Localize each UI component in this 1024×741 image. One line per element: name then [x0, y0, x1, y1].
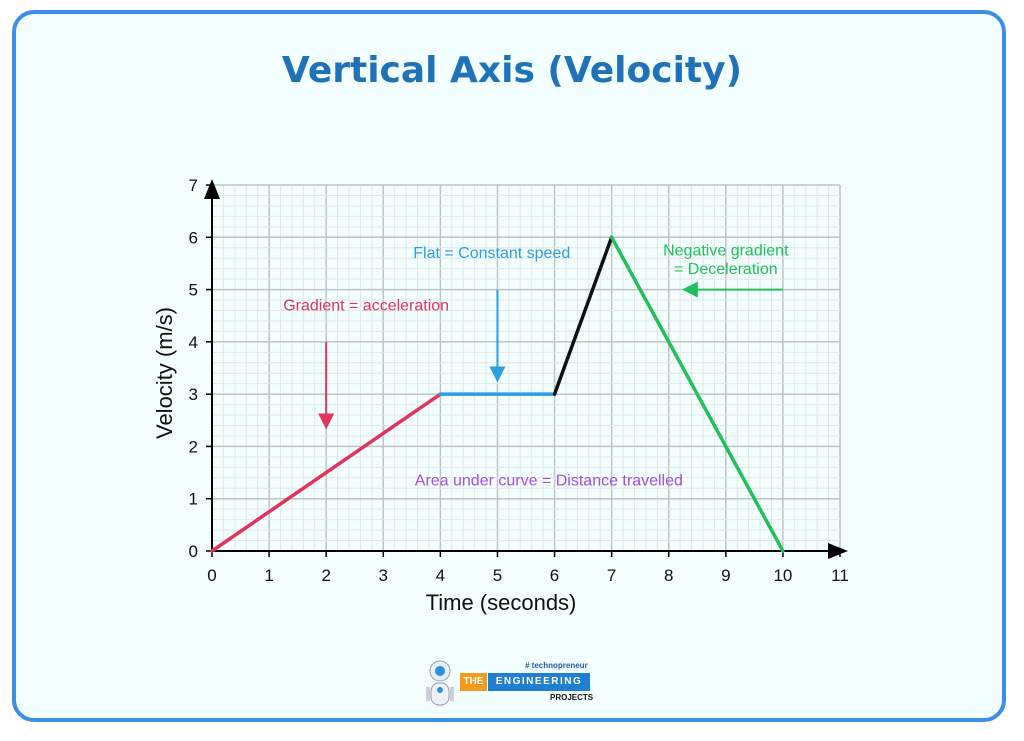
x-tick-label: 8 [664, 566, 673, 585]
y-tick-label: 2 [189, 437, 198, 456]
y-tick-label: 4 [189, 333, 198, 352]
y-tick-label: 3 [189, 385, 198, 404]
x-axis-label: Time (seconds) [426, 590, 577, 615]
logo-tagline: # technopreneur [525, 661, 588, 670]
logo-engineering: ENGINEERING [488, 673, 590, 691]
x-tick-label: 2 [321, 566, 330, 585]
logo-the: THE [460, 673, 487, 691]
annotation-label: Flat = Constant speed [413, 245, 570, 262]
logo: # technopreneur THE ENGINEERING PROJECTS [420, 655, 610, 715]
annotation-label: = Deceleration [674, 261, 778, 278]
x-tick-label: 5 [493, 566, 502, 585]
x-tick-label: 6 [550, 566, 559, 585]
line-segment [609, 235, 785, 553]
y-tick-label: 7 [189, 176, 198, 195]
x-tick-label: 4 [436, 566, 445, 585]
x-tick-label: 7 [607, 566, 616, 585]
x-tick-label: 11 [831, 566, 849, 585]
x-tick-label: 10 [773, 566, 792, 585]
y-tick-label: 6 [189, 228, 198, 247]
x-tick-label: 1 [264, 566, 273, 585]
y-tick-label: 0 [189, 542, 198, 561]
logo-projects: PROJECTS [550, 693, 594, 702]
annotation-label: Area under curve = Distance travelled [415, 473, 683, 490]
annotation-label: Gradient = acceleration [283, 297, 449, 314]
x-tick-label: 3 [379, 566, 388, 585]
y-tick-label: 5 [189, 281, 198, 300]
line-segment [552, 235, 614, 396]
line-segment [210, 392, 443, 553]
y-axis-label: Velocity (m/s) [152, 307, 177, 439]
page-title: Vertical Axis (Velocity) [281, 50, 743, 91]
x-tick-label: 9 [721, 566, 730, 585]
robot-icon [426, 660, 454, 706]
x-tick-label: 0 [207, 566, 216, 585]
y-tick-label: 1 [189, 490, 198, 509]
annotation-label: Negative gradient [663, 243, 789, 260]
